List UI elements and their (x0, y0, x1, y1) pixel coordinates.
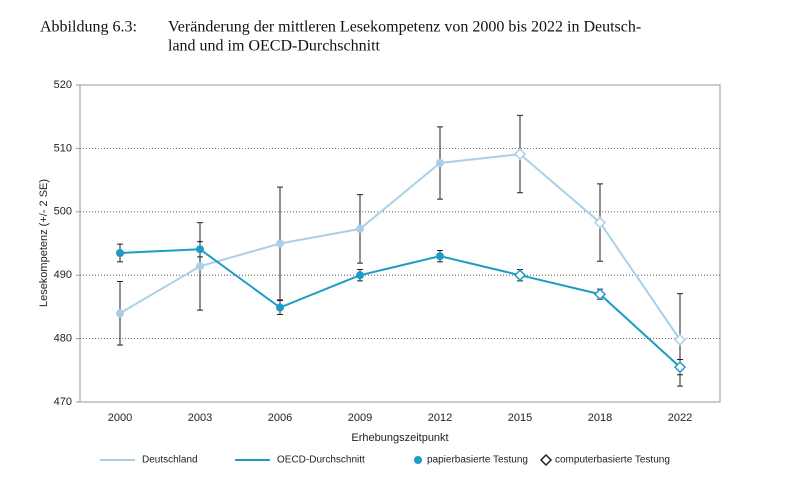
point (436, 252, 444, 261)
y-tick-label: 510 (54, 142, 72, 154)
plot-frame (79, 84, 721, 403)
point (116, 249, 124, 258)
point (593, 216, 607, 229)
figure-label: Abbildung 6.3: (40, 19, 137, 36)
point (436, 158, 444, 167)
x-tick-label: 2006 (268, 412, 292, 424)
legend-label: OECD-Durchschnitt (277, 455, 365, 466)
point (593, 288, 607, 301)
y-tick-label: 480 (54, 333, 72, 345)
chart-title: land und im OECD-Durchschnitt (168, 38, 381, 55)
y-tick-label: 470 (54, 396, 72, 408)
point (196, 245, 204, 254)
point (356, 224, 364, 233)
point (356, 271, 364, 280)
x-axis-label: Erhebungszeitpunkt (351, 432, 448, 444)
series-line (119, 153, 681, 341)
y-axis-label: Lesekompetenz (+/- 2 SE) (38, 179, 50, 307)
legend-marker (539, 453, 553, 467)
x-tick-label: 2009 (348, 412, 372, 424)
point (673, 361, 687, 374)
x-tick-label: 2003 (188, 412, 212, 424)
legend-label: papierbasierte Testung (427, 455, 528, 466)
y-tick-label: 520 (54, 79, 72, 91)
legend-label: Deutschland (142, 455, 198, 466)
series-line (119, 248, 681, 368)
point (276, 303, 284, 312)
point (276, 239, 284, 248)
point (196, 262, 204, 271)
x-tick-label: 2000 (108, 412, 132, 424)
legend-label: computerbasierte Testung (555, 455, 670, 466)
x-tick-label: 2022 (668, 412, 692, 424)
point (513, 269, 527, 282)
legend-marker (414, 456, 422, 464)
point (673, 333, 687, 346)
x-tick-label: 2012 (428, 412, 452, 424)
y-tick-label: 500 (54, 206, 72, 218)
x-tick-label: 2015 (508, 412, 532, 424)
y-tick-label: 490 (54, 269, 72, 281)
chart-title: Veränderung der mittleren Lesekompetenz … (168, 19, 641, 36)
point (116, 309, 124, 318)
point (513, 148, 527, 161)
x-tick-label: 2018 (588, 412, 612, 424)
